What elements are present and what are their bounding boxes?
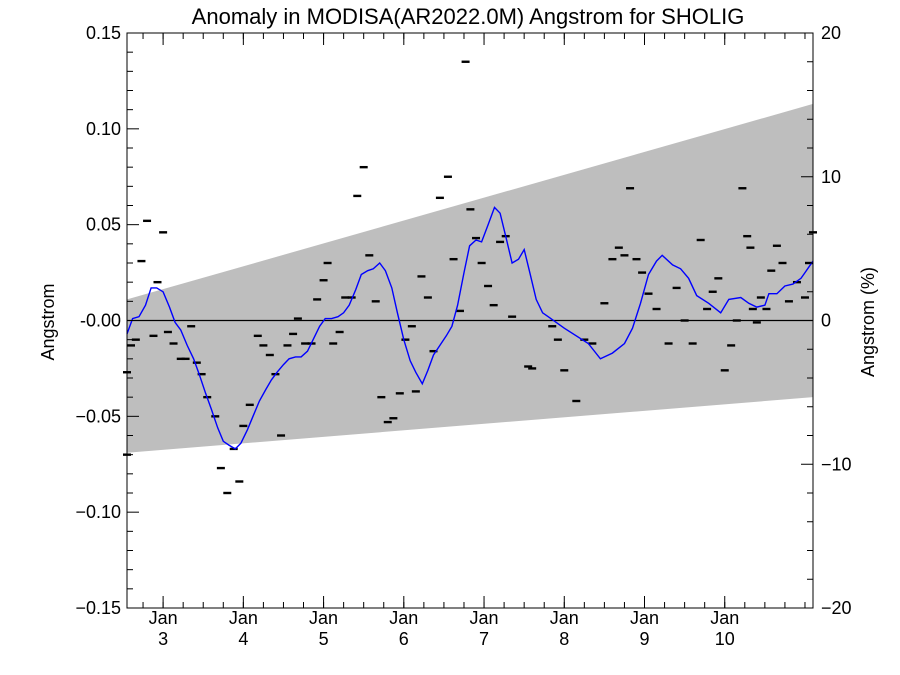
x-tick-label-month: Jan — [229, 608, 258, 628]
series-line — [126, 206, 814, 450]
x-tick-label-day: 10 — [715, 629, 735, 649]
y-tick-label: 0.10 — [86, 119, 121, 139]
x-tick-label-day: 4 — [238, 629, 248, 649]
chart-title: Anomaly in MODISA(AR2022.0M) Angstrom fo… — [192, 4, 745, 29]
x-tick-label-day: 8 — [559, 629, 569, 649]
y-right-tick-label: 20 — [821, 23, 841, 43]
x-tick-label-month: Jan — [309, 608, 338, 628]
y-axis-label: Angstrom — [38, 283, 58, 360]
x-tick-label-day: 3 — [158, 629, 168, 649]
y-tick-label: −0.15 — [75, 598, 121, 618]
x-tick-label-day: 9 — [640, 629, 650, 649]
x-tick-label-month: Jan — [470, 608, 499, 628]
y-right-tick-label: 10 — [821, 167, 841, 187]
x-tick-label-month: Jan — [389, 608, 418, 628]
x-tick-label-month: Jan — [630, 608, 659, 628]
x-tick-label-month: Jan — [710, 608, 739, 628]
y-right-tick-label: −10 — [821, 454, 852, 474]
y-tick-label: −0.10 — [75, 502, 121, 522]
y-tick-label: −0.05 — [75, 406, 121, 426]
y-axis-label-right: Angstrom (%) — [858, 267, 878, 377]
y-tick-label: 0.15 — [86, 23, 121, 43]
plot-area: 0.15 0.10 0.05 -0.00 −0.05 −0.10 −0.15 20 10 0 −10… — [75, 23, 851, 649]
confidence-band — [127, 103, 813, 453]
y-tick-label: -0.00 — [80, 311, 121, 331]
x-tick-label-day: 5 — [319, 629, 329, 649]
y-right-tick-label: −20 — [821, 598, 852, 618]
x-tick-label-day: 7 — [479, 629, 489, 649]
x-tick-label-month: Jan — [149, 608, 178, 628]
y-tick-label: 0.05 — [86, 215, 121, 235]
y-right-tick-label: 0 — [821, 311, 831, 331]
x-tick-label-day: 6 — [399, 629, 409, 649]
x-tick-label-month: Jan — [550, 608, 579, 628]
